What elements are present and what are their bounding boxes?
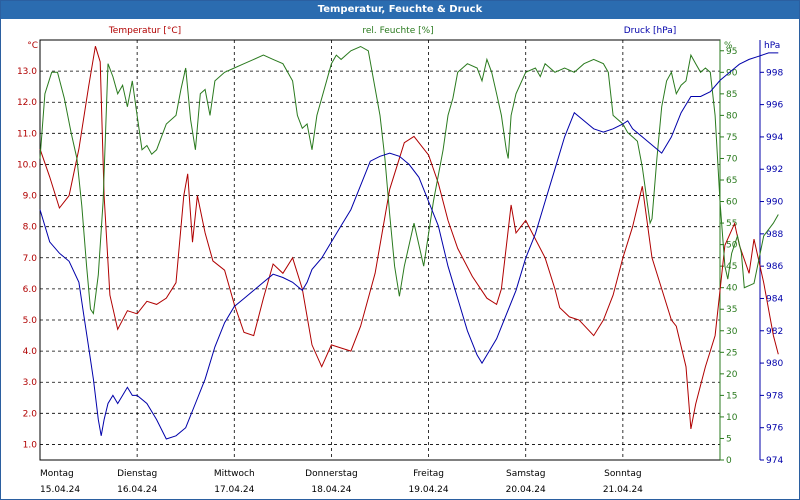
humidity-tick-label: 70 bbox=[726, 154, 738, 164]
temp-tick-label: 4.0 bbox=[23, 347, 38, 357]
humidity-tick-label: 45 bbox=[726, 262, 737, 272]
day-label: Mittwoch bbox=[214, 469, 255, 479]
pressure-tick-label: 992 bbox=[766, 165, 783, 175]
series-line-humidity bbox=[39, 45, 779, 315]
pressure-tick-label: 996 bbox=[766, 101, 783, 111]
pressure-tick-label: 986 bbox=[766, 262, 783, 272]
humidity-tick-label: 90 bbox=[726, 68, 738, 78]
humidity-tick-label: 25 bbox=[726, 348, 737, 358]
day-label: Dienstag bbox=[117, 469, 157, 479]
pressure-tick-label: 980 bbox=[766, 359, 783, 369]
humidity-tick-label: 15 bbox=[726, 391, 737, 401]
temp-unit: °C bbox=[27, 41, 38, 51]
humidity-tick-label: 0 bbox=[726, 456, 732, 466]
series-line-pressure bbox=[39, 52, 779, 440]
date-label: 16.04.24 bbox=[117, 485, 157, 495]
humidity-tick-label: 55 bbox=[726, 219, 737, 229]
day-label: Sonntag bbox=[604, 469, 641, 479]
date-label: 19.04.24 bbox=[409, 485, 449, 495]
pressure-tick-label: 976 bbox=[766, 424, 783, 434]
date-label: 15.04.24 bbox=[40, 485, 80, 495]
temp-tick-label: 8.0 bbox=[23, 223, 38, 233]
temp-tick-label: 12.0 bbox=[17, 98, 37, 108]
pressure-tick-label: 982 bbox=[766, 327, 783, 337]
pressure-tick-label: 978 bbox=[766, 391, 783, 401]
humidity-tick-label: 20 bbox=[726, 370, 738, 380]
temp-axis-title: Temperatur [°C] bbox=[108, 26, 181, 36]
pressure-axis-title: Druck [hPa] bbox=[624, 26, 677, 36]
humidity-tick-label: 30 bbox=[726, 327, 738, 337]
date-label: 17.04.24 bbox=[214, 485, 254, 495]
pressure-tick-label: 988 bbox=[766, 230, 783, 240]
temp-tick-label: 10.0 bbox=[17, 160, 37, 170]
humidity-tick-label: 80 bbox=[726, 111, 738, 121]
temp-tick-label: 7.0 bbox=[23, 254, 38, 264]
humidity-tick-label: 10 bbox=[726, 413, 738, 423]
day-label: Montag bbox=[40, 469, 74, 479]
humidity-tick-label: 65 bbox=[726, 176, 737, 186]
plot-area bbox=[39, 39, 721, 461]
series-line-temperature bbox=[39, 46, 779, 429]
humidity-tick-label: 50 bbox=[726, 241, 738, 251]
pressure-tick-label: 990 bbox=[766, 198, 783, 208]
temp-tick-label: 1.0 bbox=[23, 440, 38, 450]
temp-tick-label: 13.0 bbox=[17, 67, 37, 77]
humidity-unit: % bbox=[724, 41, 733, 51]
humidity-tick-label: 85 bbox=[726, 90, 737, 100]
humidity-tick-label: 35 bbox=[726, 305, 737, 315]
pressure-tick-label: 994 bbox=[766, 133, 783, 143]
humidity-tick-label: 60 bbox=[726, 198, 738, 208]
date-label: 21.04.24 bbox=[603, 485, 643, 495]
humidity-tick-label: 40 bbox=[726, 284, 738, 294]
pressure-unit: hPa bbox=[764, 41, 780, 51]
day-label: Samstag bbox=[506, 469, 545, 479]
temp-tick-label: 9.0 bbox=[23, 192, 38, 202]
date-label: 18.04.24 bbox=[311, 485, 351, 495]
humidity-tick-label: 95 bbox=[726, 47, 737, 57]
pressure-tick-label: 974 bbox=[766, 456, 783, 466]
pressure-tick-label: 984 bbox=[766, 294, 783, 304]
day-label: Donnerstag bbox=[305, 469, 358, 479]
humidity-axis-title: rel. Feuchte [%] bbox=[362, 26, 433, 36]
temp-tick-label: 5.0 bbox=[23, 316, 38, 326]
temp-tick-label: 2.0 bbox=[23, 409, 38, 419]
date-label: 20.04.24 bbox=[506, 485, 546, 495]
temp-tick-label: 6.0 bbox=[23, 285, 38, 295]
humidity-tick-label: 5 bbox=[726, 434, 732, 444]
day-label: Freitag bbox=[413, 469, 444, 479]
humidity-tick-label: 75 bbox=[726, 133, 737, 143]
temp-tick-label: 11.0 bbox=[17, 129, 37, 139]
temp-tick-label: 3.0 bbox=[23, 378, 38, 388]
window-title: Temperatur, Feuchte & Druck bbox=[1, 1, 799, 19]
pressure-tick-label: 998 bbox=[766, 68, 783, 78]
